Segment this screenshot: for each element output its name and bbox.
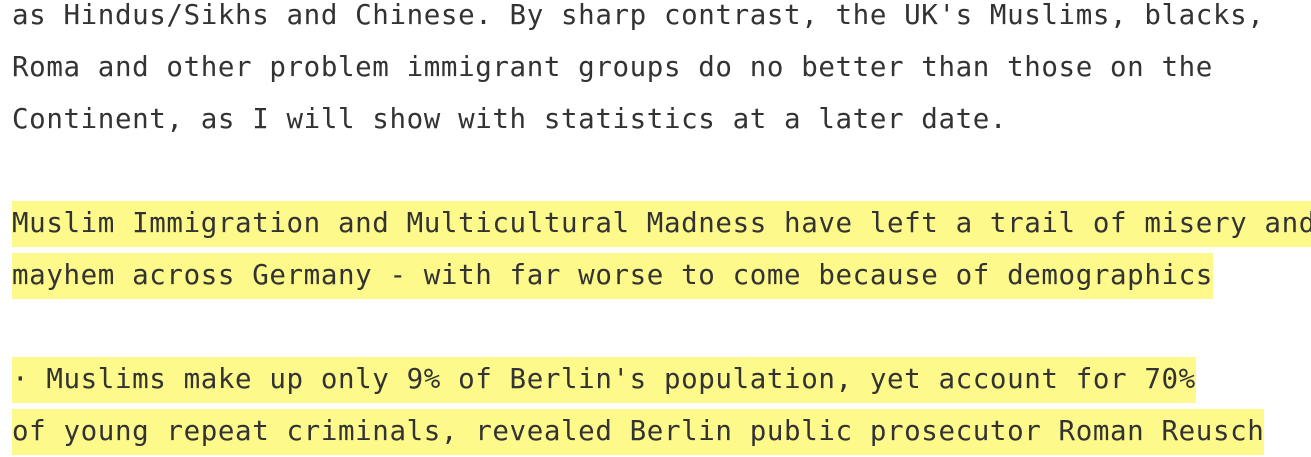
text-line: of young repeat criminals, revealed Berl… [12, 405, 1307, 457]
highlighted-text: mayhem across Germany - with far worse t… [12, 253, 1213, 299]
text-line: mayhem across Germany - with far worse t… [12, 249, 1307, 301]
highlighted-text: · Muslims make up only 9% of Berlin's po… [12, 357, 1196, 403]
blank-line [12, 145, 1307, 197]
text-line-content: Continent, as I will show with statistic… [12, 103, 1008, 135]
highlighted-text: Muslim Immigration and Multicultural Mad… [12, 201, 1311, 247]
paragraph-highlighted-bullet: · Muslims make up only 9% of Berlin's po… [12, 353, 1307, 457]
text-line: as Hindus/Sikhs and Chinese. By sharp co… [12, 0, 1307, 41]
highlighted-text: of young repeat criminals, revealed Berl… [12, 409, 1265, 455]
text-line: · Muslims make up only 9% of Berlin's po… [12, 353, 1307, 405]
text-line-content: Roma and other problem immigrant groups … [12, 51, 1213, 83]
text-line: Roma and other problem immigrant groups … [12, 41, 1307, 93]
text-line: Muslim Immigration and Multicultural Mad… [12, 197, 1311, 249]
paragraph-highlighted-headline: Muslim Immigration and Multicultural Mad… [12, 197, 1311, 301]
blank-line [12, 301, 1307, 353]
document-body: as Hindus/Sikhs and Chinese. By sharp co… [12, 0, 1311, 457]
text-line: Continent, as I will show with statistic… [12, 93, 1307, 145]
paragraph-intro: as Hindus/Sikhs and Chinese. By sharp co… [12, 0, 1307, 145]
text-line-content: as Hindus/Sikhs and Chinese. By sharp co… [12, 0, 1265, 31]
